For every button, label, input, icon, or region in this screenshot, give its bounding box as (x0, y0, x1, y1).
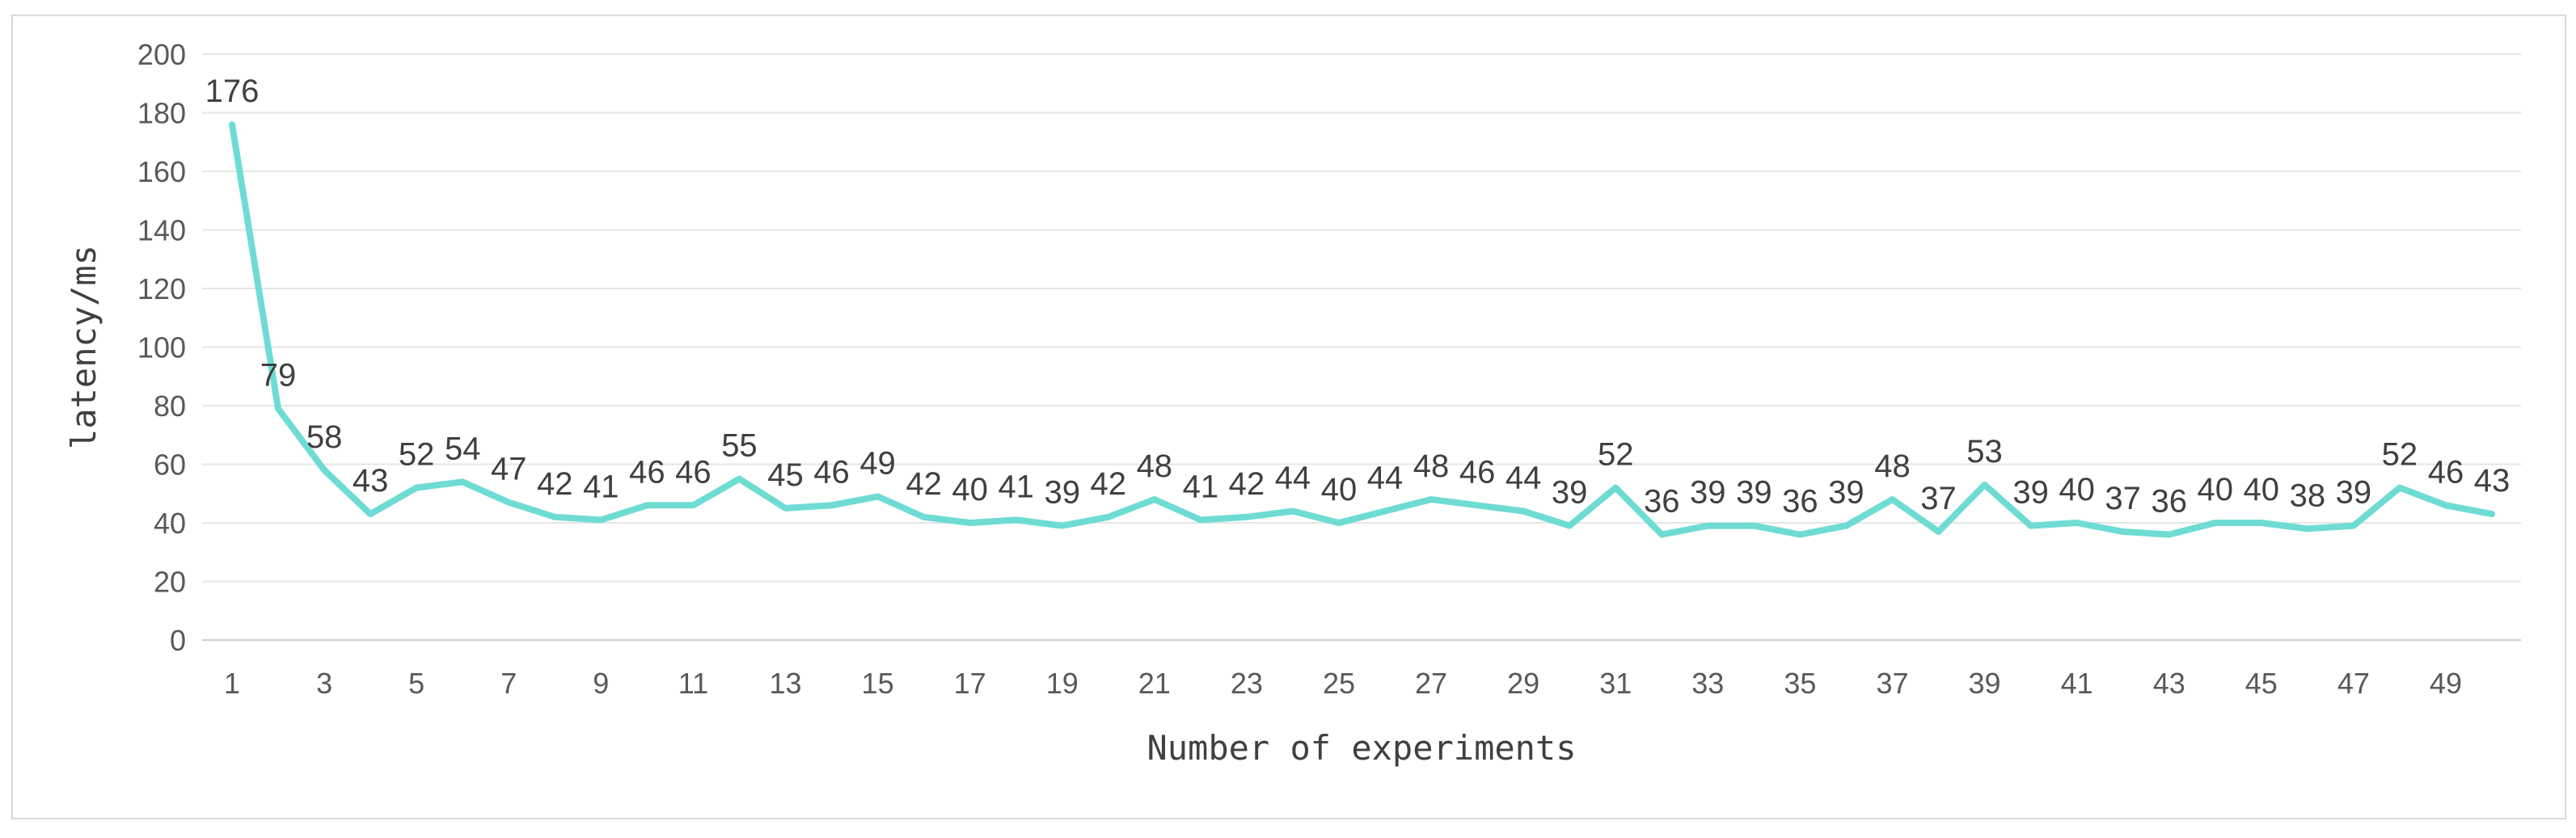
x-tick-label: 27 (1415, 667, 1447, 700)
y-tick-label: 80 (154, 390, 186, 423)
data-label: 42 (1229, 466, 1265, 502)
data-label: 39 (1044, 475, 1080, 511)
data-label: 49 (859, 445, 896, 481)
data-label: 55 (721, 428, 758, 464)
data-label: 37 (2105, 481, 2141, 516)
data-label: 40 (2198, 472, 2234, 507)
data-label: 43 (2474, 463, 2511, 499)
y-tick-label: 100 (137, 331, 186, 364)
y-tick-label: 40 (154, 507, 186, 540)
x-tick-label: 15 (862, 667, 894, 700)
data-label: 39 (2336, 475, 2372, 511)
y-axis-ticks: 0 20 40 60 80 100 120 140 160 180 200 (137, 38, 186, 657)
x-tick-label: 25 (1323, 667, 1355, 700)
data-label: 40 (1321, 472, 1358, 507)
data-label: 44 (1505, 461, 1542, 496)
data-label: 36 (1782, 484, 1818, 520)
x-tick-label: 13 (769, 667, 801, 700)
x-tick-label: 37 (1876, 667, 1908, 700)
x-tick-label: 29 (1507, 667, 1539, 700)
x-tick-label: 31 (1599, 667, 1632, 700)
data-label: 40 (952, 472, 988, 507)
x-axis-ticks: 1 3 5 7 9 11 13 15 17 19 21 23 25 27 29 31 33 35 37 39 41 43 4… (224, 667, 2462, 700)
y-tick-label: 0 (170, 624, 186, 657)
data-label: 39 (1828, 475, 1864, 511)
data-label: 36 (1644, 484, 1680, 520)
data-label: 40 (2059, 472, 2095, 507)
x-tick-label: 41 (2061, 667, 2093, 700)
gridlines (202, 53, 2521, 641)
x-tick-label: 11 (678, 667, 708, 700)
data-label: 48 (1137, 448, 1173, 484)
data-label: 39 (1736, 475, 1772, 511)
x-tick-label: 49 (2430, 667, 2462, 700)
data-label: 46 (2428, 454, 2464, 490)
x-tick-label: 7 (500, 667, 517, 700)
data-label: 42 (537, 466, 573, 502)
x-tick-label: 19 (1046, 667, 1079, 700)
data-label: 58 (306, 419, 343, 455)
data-label: 42 (906, 466, 942, 502)
x-tick-label: 17 (954, 667, 986, 700)
data-label: 52 (399, 437, 435, 473)
x-tick-label: 9 (593, 667, 609, 700)
data-label: 45 (767, 457, 804, 493)
data-label: 39 (2012, 475, 2049, 511)
x-tick-label: 39 (1969, 667, 2001, 700)
data-label: 39 (1552, 475, 1588, 511)
data-label: 52 (1598, 437, 1634, 473)
y-tick-label: 160 (137, 155, 186, 188)
data-label: 37 (1920, 481, 1957, 516)
y-tick-label: 200 (137, 38, 186, 71)
x-tick-label: 45 (2245, 667, 2278, 700)
data-label: 46 (675, 454, 712, 490)
x-axis-title: Number of experiments (1147, 728, 1576, 768)
data-label: 38 (2290, 478, 2326, 513)
data-label: 53 (1966, 434, 2003, 470)
x-tick-label: 43 (2153, 667, 2185, 700)
y-tick-label: 60 (154, 448, 186, 482)
chart-frame (11, 15, 2566, 819)
data-label: 36 (2151, 484, 2187, 520)
data-label: 47 (491, 452, 527, 487)
x-tick-label: 47 (2337, 667, 2370, 700)
data-label: 42 (1091, 466, 1127, 502)
x-tick-label: 1 (224, 667, 240, 700)
data-label: 48 (1413, 448, 1450, 484)
data-label: 54 (445, 431, 481, 466)
x-tick-label: 3 (316, 667, 332, 700)
data-label: 44 (1367, 461, 1404, 496)
data-label: 41 (583, 469, 619, 504)
series-group (229, 121, 2495, 538)
data-label: 46 (629, 454, 665, 490)
y-tick-label: 20 (154, 566, 186, 599)
data-label: 41 (1183, 469, 1219, 504)
data-label: 79 (260, 358, 297, 394)
data-label: 43 (353, 463, 389, 499)
x-tick-label: 33 (1691, 667, 1724, 700)
data-label: 176 (205, 74, 260, 109)
data-label: 46 (813, 454, 850, 490)
data-label: 48 (1874, 448, 1911, 484)
x-tick-label: 5 (408, 667, 424, 700)
y-tick-label: 180 (137, 97, 186, 130)
data-label: 39 (1690, 475, 1726, 511)
data-label: 40 (2244, 472, 2280, 507)
y-tick-label: 120 (137, 272, 186, 305)
data-label: 46 (1459, 454, 1496, 490)
y-tick-label: 140 (137, 214, 186, 247)
y-axis-title: latency/ms (64, 245, 103, 449)
series-line (229, 121, 2495, 538)
data-label: 41 (998, 469, 1034, 504)
x-tick-label: 23 (1231, 667, 1263, 700)
x-tick-label: 35 (1784, 667, 1816, 700)
x-tick-label: 21 (1138, 667, 1171, 700)
data-label: 44 (1275, 461, 1311, 496)
data-label: 52 (2382, 437, 2418, 473)
